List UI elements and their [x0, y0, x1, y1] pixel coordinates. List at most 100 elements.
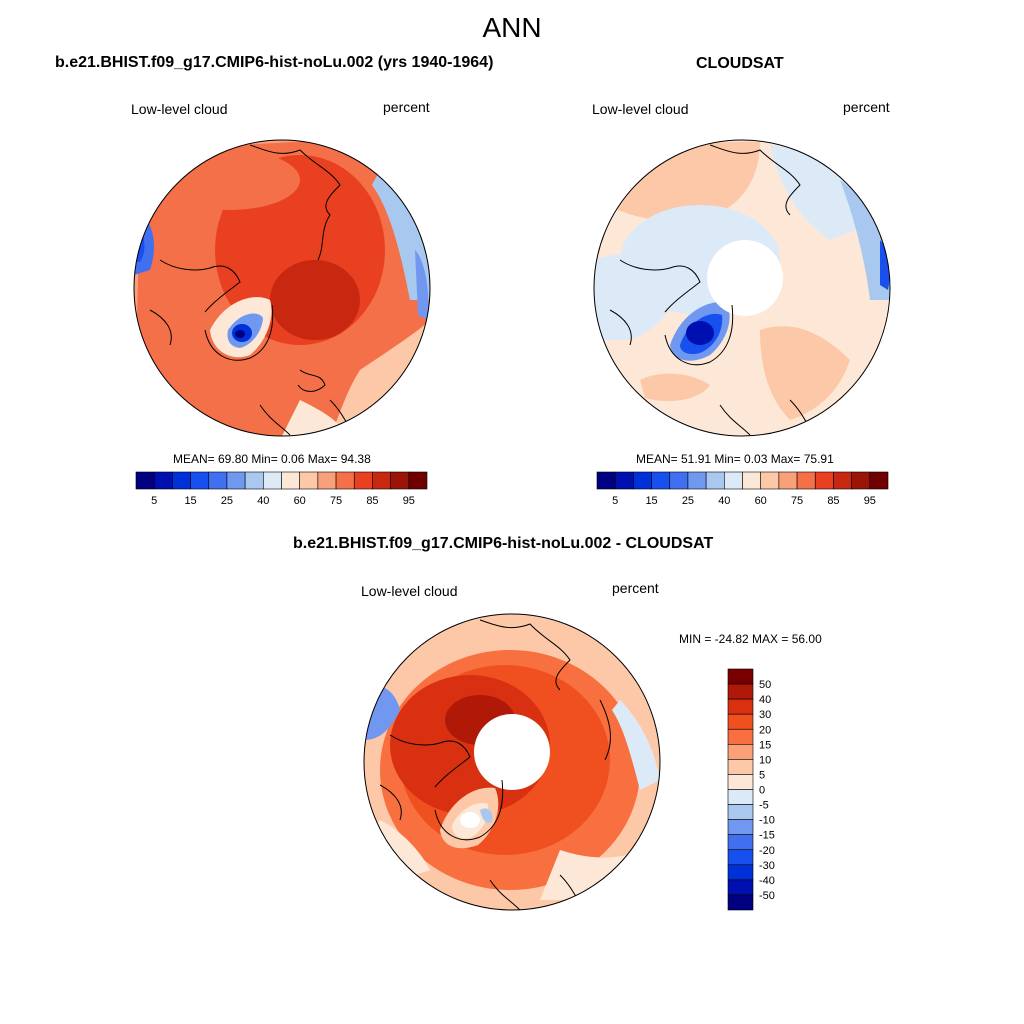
difference-colorbar-swatch — [727, 759, 754, 775]
panel2-colorbar-swatch — [614, 471, 634, 490]
panel2-colorbar-tick-label: 5 — [612, 495, 618, 507]
panel2-colorbar-swatch — [651, 471, 671, 490]
panel2-colorbar-tick-label: 15 — [645, 495, 657, 507]
panel1-colorbar-swatch — [226, 471, 246, 490]
panel1-colorbar-swatch — [190, 471, 210, 490]
difference-colorbar-tick-label: 15 — [759, 739, 771, 751]
panel2-units-label: percent — [843, 99, 890, 115]
difference-colorbar-swatch — [727, 668, 754, 685]
panel1-colorbar-swatch — [390, 471, 410, 490]
panel1-colorbar-tick-label: 40 — [257, 495, 269, 507]
panel2-colorbar-tick-label: 95 — [864, 495, 876, 507]
panel1-polar-map — [133, 139, 431, 437]
panel1-coastlines — [149, 144, 353, 436]
panel1-colorbar-swatch — [335, 471, 355, 490]
difference-colorbar-swatch — [727, 834, 754, 851]
difference-colorbar-swatch — [727, 849, 754, 866]
panel1-colorbar-tick-label: 25 — [221, 495, 233, 507]
panel1-colorbar-swatch — [408, 471, 428, 490]
difference-colorbar-swatch — [727, 744, 754, 760]
panel1-units-label: percent — [383, 99, 430, 115]
panel1-colorbar-swatch — [263, 471, 282, 490]
difference-colorbar-swatch — [727, 774, 754, 790]
panel2-colorbar-swatch — [814, 471, 834, 490]
panel1-colorbar-swatch — [172, 471, 191, 490]
panel1-variable-label: Low-level cloud — [131, 101, 228, 117]
difference-colorbar-tick-label: -30 — [759, 860, 775, 872]
panel2-colorbar-swatch — [687, 471, 707, 490]
difference-colorbar-tick-label: 50 — [759, 679, 771, 691]
panel3-variable-label: Low-level cloud — [361, 583, 458, 599]
panel1-colorbar-swatch — [372, 471, 391, 490]
difference-colorbar-swatch — [727, 864, 754, 881]
panel2-colorbar-swatch — [833, 471, 852, 490]
panel2-colorbar-swatch — [742, 471, 761, 490]
panel2-colorbar-tick-label: 75 — [791, 495, 803, 507]
panel1-colorbar-swatch — [317, 471, 337, 490]
panel2-colorbar-swatch — [633, 471, 652, 490]
difference-colorbar-tick-label: 5 — [759, 769, 765, 781]
panel3-title: b.e21.BHIST.f09_g17.CMIP6-hist-noLu.002 … — [293, 535, 714, 552]
panel1-colorbar-tick-label: 15 — [184, 495, 196, 507]
figure-title: ANN — [482, 12, 542, 43]
panel1-colorbar: 5 15 25 40 60 75 85 95 — [135, 471, 428, 507]
panel2-colorbar-swatch — [596, 471, 616, 490]
panel1-colorbar-swatch — [353, 471, 373, 490]
panel1-colorbar-swatch — [208, 471, 228, 490]
panel2-colorbar-tick-label: 25 — [682, 495, 694, 507]
panel2-colorbar-swatch — [760, 471, 780, 490]
panel3-units-label: percent — [612, 580, 659, 596]
difference-colorbar-swatch — [727, 713, 754, 730]
panel1-colorbar-tick-label: 60 — [294, 495, 306, 507]
panel2-colorbar-swatch — [778, 471, 798, 490]
difference-colorbar-swatch — [727, 879, 754, 896]
difference-colorbar-tick-label: -15 — [759, 830, 775, 842]
panel1-title: b.e21.BHIST.f09_g17.CMIP6-hist-noLu.002 … — [55, 54, 494, 71]
panel1-colorbar-tick-label: 75 — [330, 495, 342, 507]
difference-colorbar-tick-label: 10 — [759, 754, 771, 766]
panel2-stats: MEAN= 51.91 Min= 0.03 Max= 75.91 — [636, 452, 834, 466]
difference-colorbar-swatch — [727, 728, 754, 745]
panel2-colorbar-tick-label: 60 — [755, 495, 767, 507]
difference-colorbar-swatch — [727, 683, 754, 700]
panel2-colorbar-swatch — [869, 471, 889, 490]
difference-colorbar-tick-label: -20 — [759, 845, 775, 857]
panel2-title: CLOUDSAT — [696, 55, 784, 72]
panel2-colorbar-swatch — [851, 471, 871, 490]
difference-colorbar-swatch — [727, 894, 754, 911]
difference-colorbar-swatch — [727, 698, 754, 715]
panel2-colorbar-swatch — [796, 471, 816, 490]
difference-colorbar-swatch — [727, 804, 754, 820]
difference-colorbar-tick-label: -40 — [759, 875, 775, 887]
panel2-colorbar-swatch — [669, 471, 689, 490]
panel2-colorbar-swatch — [705, 471, 725, 490]
panel1-colorbar-swatch — [153, 471, 173, 490]
panel2-colorbar: 5 15 25 40 60 75 85 95 — [596, 471, 889, 507]
panel2-colorbar-swatch — [724, 471, 743, 490]
difference-colorbar-tick-label: 20 — [759, 724, 771, 736]
difference-colorbar-tick-label: -5 — [759, 800, 769, 812]
panel1-colorbar-tick-label: 95 — [403, 495, 415, 507]
panel1-colorbar-tick-label: 85 — [366, 495, 378, 507]
difference-colorbar-tick-label: 40 — [759, 694, 771, 706]
panel1-colorbar-swatch — [244, 471, 264, 490]
difference-colorbar-swatch — [727, 819, 754, 835]
panel1-colorbar-tick-label: 5 — [151, 495, 157, 507]
panel2-polar-map — [593, 139, 891, 437]
panel1-colorbar-swatch — [135, 471, 155, 490]
panel2-variable-label: Low-level cloud — [592, 101, 689, 117]
difference-colorbar-tick-label: -10 — [759, 815, 775, 827]
panel2-colorbar-tick-label: 85 — [827, 495, 839, 507]
panel3-coastlines — [379, 619, 611, 910]
panel3-min-max: MIN = -24.82 MAX = 56.00 — [679, 632, 822, 646]
panel1-colorbar-swatch — [299, 471, 319, 490]
difference-colorbar-tick-label: 30 — [759, 709, 771, 721]
difference-colorbar-swatch — [727, 789, 754, 805]
panel3-polar-map — [363, 613, 661, 911]
panel2-colorbar-tick-label: 40 — [718, 495, 730, 507]
difference-colorbar-tick-label: -50 — [759, 890, 775, 902]
difference-colorbar-tick-label: 0 — [759, 785, 765, 797]
panel1-colorbar-swatch — [281, 471, 300, 490]
